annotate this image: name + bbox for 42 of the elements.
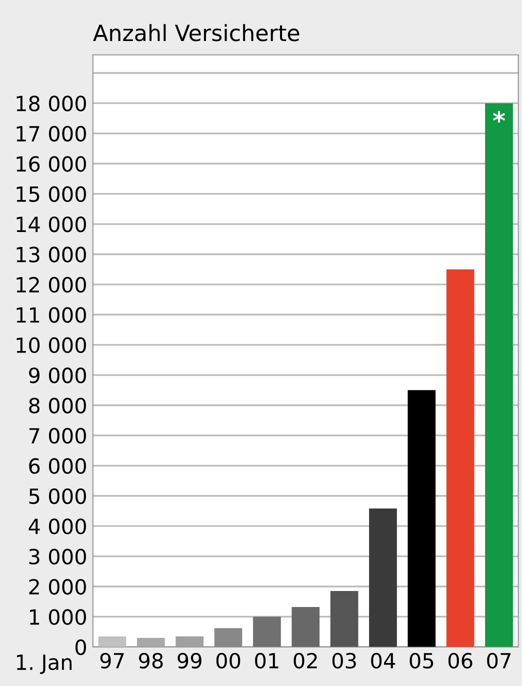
y-tick-label: 16 000 <box>16 156 86 172</box>
x-tick-label: 06 <box>448 652 472 669</box>
y-tick-label: 2 000 <box>29 578 86 595</box>
bar <box>446 269 474 647</box>
x-tick-label: 00 <box>216 652 240 669</box>
x-tick-label: 97 <box>100 652 124 669</box>
y-tick-label: 0 <box>75 639 86 656</box>
x-tick-label: 04 <box>371 652 396 669</box>
y-tick-label: 1 000 <box>30 609 86 625</box>
y-tick-label: 4 000 <box>28 518 86 534</box>
y-tick-label: 17 000 <box>16 126 86 142</box>
x-tick-label: 99 <box>178 652 202 669</box>
annotation: * <box>492 110 506 123</box>
chart-title: Anzahl Versicherte <box>93 24 300 42</box>
x-axis-title: 1. Jan <box>16 654 72 674</box>
x-tick-label: 03 <box>332 652 356 669</box>
y-tick-label: 10 000 <box>16 337 86 354</box>
x-tick-label: 05 <box>410 652 434 669</box>
y-tick-label: 12 000 <box>16 276 86 293</box>
y-tick-label: 3 000 <box>29 548 86 564</box>
y-tick-label: 7 000 <box>29 428 86 444</box>
bar <box>330 591 358 647</box>
bar <box>253 616 281 647</box>
x-tick-label: 07 <box>487 652 510 669</box>
y-tick-label: 8 000 <box>29 398 86 414</box>
x-tick-label: 02 <box>294 652 317 669</box>
y-tick-label: 5 000 <box>29 488 86 504</box>
y-tick-label: 11 000 <box>16 307 86 323</box>
y-tick-label: 9 000 <box>29 368 86 384</box>
y-tick-label: 18 000 <box>16 96 86 112</box>
y-tick-label: 15 000 <box>16 186 86 202</box>
bar <box>214 628 242 647</box>
bar <box>292 607 320 647</box>
bar <box>137 638 165 647</box>
y-tick-label: 14 000 <box>16 216 86 232</box>
bar <box>485 103 513 647</box>
x-tick-label: 98 <box>138 652 163 669</box>
y-tick-label: 13 000 <box>16 246 86 262</box>
x-tick-label: 01 <box>255 652 278 669</box>
y-tick-label: 6 000 <box>29 458 86 474</box>
bar <box>369 508 397 647</box>
bar <box>408 390 436 647</box>
